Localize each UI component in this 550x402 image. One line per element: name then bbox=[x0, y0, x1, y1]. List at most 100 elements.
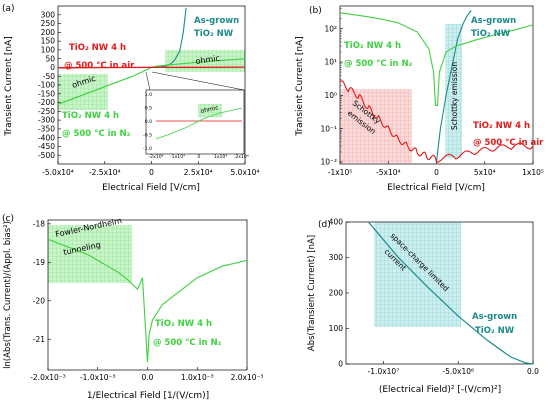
a-ytick-label: 100 bbox=[41, 45, 56, 54]
a-series-line-2 bbox=[57, 66, 246, 69]
a-ann-ohmic-right: ohmic bbox=[195, 54, 220, 66]
b-ytick-label: 10² bbox=[324, 24, 337, 33]
axes-c-xticks: -2.0x10⁻³ -1.0x10⁻³ 0.0 1.0x10⁻³ 2.0x10⁻³ bbox=[30, 367, 263, 382]
axes-a-xticks: -5.0x10⁴ -2.5x10⁴ 0 2.5x10⁴ 5.0x10⁴ bbox=[42, 161, 259, 177]
c-xtick-label: 2.0x10⁻³ bbox=[231, 373, 264, 382]
inset-xtick-label: -1x10⁴ bbox=[170, 154, 185, 160]
d-xtick-label: -1.0x10⁷ bbox=[368, 367, 400, 376]
inset-ytick-label: 1.0 bbox=[145, 92, 152, 98]
b-ann-as-grown-2: TiO₂ NW bbox=[471, 29, 511, 39]
a-ytick-label: -100 bbox=[38, 81, 55, 90]
d-xtick-label: 0.0 bbox=[527, 367, 539, 376]
d-xtick-label: -5.0x10⁶ bbox=[442, 367, 474, 376]
d-ylabel: Abs(Transient Current) [nA] bbox=[307, 235, 317, 351]
d-series-line-0 bbox=[367, 221, 534, 365]
b-ann-n2-1: TiO₂ NW 4 h bbox=[344, 41, 401, 51]
a-xtick-label: 2.5x10⁴ bbox=[184, 168, 213, 177]
a-xtick-label: 0 bbox=[149, 168, 154, 177]
c-xtick-label: -1.0x10⁻³ bbox=[80, 373, 116, 382]
b-xtick-label: 1x10⁵ bbox=[522, 168, 544, 177]
b-xtick-label: -1x10⁵ bbox=[328, 168, 352, 177]
a-ytick-label: -350 bbox=[38, 124, 55, 133]
a-ytick-label: -300 bbox=[38, 116, 55, 125]
a-ytick-label: 300 bbox=[41, 10, 56, 19]
panel-a-label: (a) bbox=[2, 4, 15, 14]
inset-xtick-label: 0 bbox=[198, 154, 201, 160]
c-xtick-label: 1.0x10⁻³ bbox=[181, 373, 214, 382]
inset-xtick-label: 1x10⁴ bbox=[214, 154, 227, 160]
a-xtick-label: 5.0x10⁴ bbox=[231, 168, 260, 177]
a-ylabel: Transient Current [nA] bbox=[4, 36, 14, 136]
c-ann-n2-2: @ 500 °C in N₂ bbox=[153, 338, 222, 348]
c-xtick-label: -2.0x10⁻³ bbox=[30, 373, 66, 382]
b-ytick-label: 10⁻¹ bbox=[320, 124, 337, 133]
a-ytick-label: -200 bbox=[38, 98, 55, 107]
scl-region bbox=[374, 222, 461, 327]
b-xtick-label: 5x10⁴ bbox=[474, 168, 496, 177]
axes-a-yticks: -500-450-400-350-300-250-200-150-100-500… bbox=[38, 10, 61, 160]
c-series-line-0 bbox=[47, 238, 248, 363]
d-ann-as-grown-1: As-grown bbox=[472, 312, 517, 322]
inset-ohmic-region bbox=[198, 104, 222, 117]
c-ylabel: ln(Abs(Trans. Current)/(Appl. bias²) bbox=[3, 221, 13, 369]
b-series-line-2 bbox=[339, 80, 534, 163]
a-ytick-label: -150 bbox=[38, 89, 55, 98]
a-ann-air-2: @ 500 °C in air bbox=[64, 61, 135, 71]
a-ytick-label: 150 bbox=[41, 37, 56, 46]
inset-xtick-label: 2x10⁴ bbox=[235, 154, 248, 160]
ohmic-left-region bbox=[58, 74, 108, 110]
a-ytick-label: 200 bbox=[41, 28, 56, 37]
b-ylabel: Transient Current [nA] bbox=[295, 36, 305, 136]
inset-connector-2 bbox=[151, 71, 245, 91]
d-ytick-label: 400 bbox=[329, 218, 344, 227]
inset-label: ohmic bbox=[200, 104, 219, 115]
d-ann-as-grown-2: TiO₂ NW bbox=[475, 326, 515, 336]
b-xtick-label: 0 bbox=[434, 168, 439, 177]
b-series-line-1 bbox=[339, 12, 534, 106]
b-ytick-label: 10⁰ bbox=[324, 91, 337, 100]
a-ann-n2-1: TiO₂ NW 4 h bbox=[62, 111, 119, 121]
axes-c-yticks: -18 -19 -20 -21 bbox=[33, 219, 51, 344]
inset-ytick-label: -0.5 bbox=[143, 133, 152, 139]
axes-d-series bbox=[367, 221, 534, 365]
panel-c: (c) -18 -19 -20 -21 -2.0x10⁻³ -1.0x10⁻³ 0.0 1.… bbox=[2, 214, 263, 401]
c-ann-n2-1: TiO₂ NW 4 h bbox=[155, 319, 212, 329]
a-ytick-label: 50 bbox=[45, 54, 55, 63]
panel-c-label: (c) bbox=[2, 214, 14, 224]
axes-d-yticks: 0 100 200 300 400 bbox=[329, 218, 349, 369]
inset-ticks: -2x10⁴ -1x10⁴ 0 1x10⁴ 2x10⁴ 1.0 0.5 0.0 -0.5 -1.0 bbox=[143, 92, 249, 160]
c-ytick-label: -19 bbox=[33, 258, 45, 267]
b-ann-air-2: @ 500 °C in air bbox=[473, 138, 544, 148]
inset-ytick-label: 0.5 bbox=[145, 106, 152, 112]
d-ytick-label: 0 bbox=[338, 360, 343, 369]
a-xtick-label: -2.5x10⁴ bbox=[89, 168, 121, 177]
inset-ytick-label: 0.0 bbox=[145, 119, 152, 125]
c-ytick-label: -18 bbox=[33, 219, 45, 228]
b-xlabel: Electrical Field [V/cm] bbox=[387, 183, 485, 193]
panel-b: (b) 10⁻² 10⁻¹ 10⁰ 10¹ 10² -1x10⁵ -5x10⁴ 0 5x10⁴… bbox=[295, 5, 544, 193]
a-ytick-label: -250 bbox=[38, 107, 55, 116]
fn-region bbox=[48, 225, 132, 283]
inset-ytick-label: -1.0 bbox=[143, 146, 152, 152]
d-ytick-label: 100 bbox=[329, 324, 344, 333]
inset-a: ohmic -2x10⁴ -1x10⁴ 0 1x10⁴ 2x10⁴ 1.0 0.5 0.0 -0… bbox=[143, 71, 249, 160]
b-xtick-label: -5x10⁴ bbox=[376, 168, 400, 177]
b-ann-air-1: TiO₂ NW 4 h bbox=[473, 121, 530, 131]
inset-xtick-label: -2x10⁴ bbox=[149, 154, 164, 160]
inset-connector bbox=[145, 71, 151, 91]
b-ann-n2-2: @ 500 °C in N₂ bbox=[344, 59, 413, 69]
b-series-line-0 bbox=[435, 10, 472, 163]
c-ytick-label: -20 bbox=[33, 296, 45, 305]
a-ytick-label: -450 bbox=[38, 142, 55, 151]
d-xlabel: (Electrical Field)² [-(V/cm)²] bbox=[379, 385, 501, 395]
a-ytick-label: -400 bbox=[38, 133, 55, 142]
axes-b-xticks: -1x10⁵ -5x10⁴ 0 5x10⁴ 1x10⁵ bbox=[328, 161, 544, 177]
a-ann-air-1: TiO₂ NW 4 h bbox=[69, 43, 126, 53]
d-ytick-label: 300 bbox=[329, 253, 344, 262]
axes-a-series bbox=[57, 7, 246, 105]
c-xlabel: 1/Electrical Field [1/(V/cm)] bbox=[87, 391, 209, 401]
b-ytick-label: 10⁻² bbox=[320, 158, 337, 167]
a-xlabel: Electrical Field [V/cm] bbox=[102, 183, 200, 193]
b-ytick-label: 10¹ bbox=[324, 58, 337, 67]
